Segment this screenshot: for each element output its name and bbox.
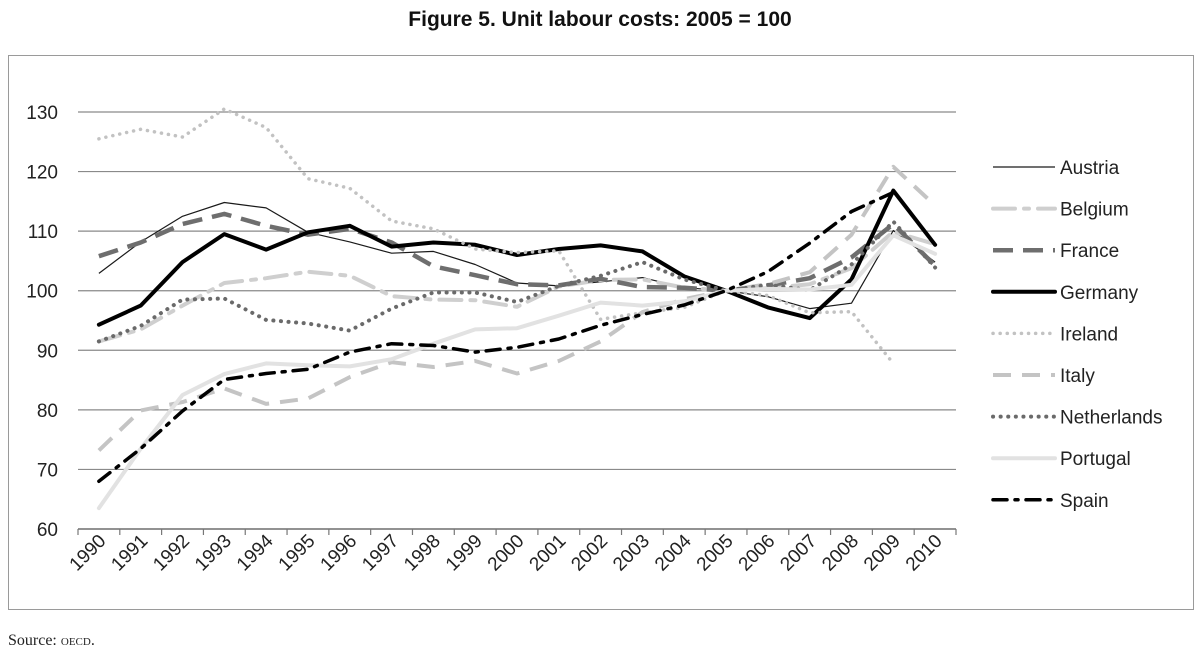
legend-label: Austria bbox=[1060, 158, 1120, 179]
x-tick-labels: 1990199119921993199419951996199719981999… bbox=[66, 530, 947, 575]
axes bbox=[77, 528, 957, 535]
source-label: Source: bbox=[8, 632, 57, 649]
gridlines bbox=[78, 111, 956, 530]
legend: Austria Belgium France Germany Ireland Italy N… bbox=[991, 158, 1162, 512]
legend-label: France bbox=[1060, 241, 1119, 262]
y-tick-label: 130 bbox=[26, 103, 58, 124]
legend-item-portugal: Portugal bbox=[991, 449, 1131, 470]
x-tick-label: 1996 bbox=[317, 531, 362, 576]
y-tick-labels: 60 70 80 90 100 110 120 130 bbox=[26, 103, 58, 541]
x-tick-label: 2004 bbox=[651, 530, 696, 575]
chart-frame bbox=[8, 55, 1194, 610]
x-tick-label: 1992 bbox=[149, 531, 194, 576]
x-tick-label: 2009 bbox=[860, 531, 905, 576]
legend-label: Netherlands bbox=[1060, 408, 1162, 429]
x-tick-label: 1991 bbox=[108, 531, 153, 576]
legend-item-austria: Austria bbox=[993, 158, 1120, 179]
series-line-france bbox=[98, 211, 937, 293]
legend-label: Italy bbox=[1060, 366, 1095, 387]
x-tick-label: 1998 bbox=[400, 531, 445, 576]
series-line-spain bbox=[97, 190, 896, 484]
legend-item-netherlands: Netherlands bbox=[991, 408, 1162, 429]
x-tick-label: 1995 bbox=[275, 531, 320, 576]
series-line-italy bbox=[97, 164, 937, 452]
x-tick-label: 2005 bbox=[693, 531, 738, 576]
x-tick-label: 2007 bbox=[776, 531, 821, 576]
source-text: oecd. bbox=[60, 632, 95, 649]
legend-label: Ireland bbox=[1060, 324, 1118, 345]
legend-item-belgium: Belgium bbox=[991, 200, 1129, 221]
x-tick-label: 2010 bbox=[902, 531, 947, 576]
series-line-netherlands bbox=[96, 219, 938, 344]
series-lines bbox=[96, 107, 938, 511]
x-tick-label: 2003 bbox=[609, 531, 654, 576]
y-tick-label: 120 bbox=[26, 163, 58, 184]
series-line-germany bbox=[96, 188, 938, 327]
legend-item-france: France bbox=[993, 241, 1119, 262]
legend-label: Belgium bbox=[1060, 200, 1129, 221]
x-tick-label: 1993 bbox=[191, 531, 236, 576]
x-tick-label: 2008 bbox=[818, 531, 863, 576]
legend-label: Spain bbox=[1060, 491, 1109, 512]
series-line-belgium bbox=[96, 229, 938, 344]
x-tick-label: 1994 bbox=[233, 530, 278, 575]
y-tick-label: 110 bbox=[28, 222, 58, 243]
y-tick-label: 60 bbox=[37, 520, 58, 541]
legend-item-germany: Germany bbox=[991, 283, 1139, 304]
legend-item-ireland: Ireland bbox=[991, 324, 1118, 345]
legend-label: Germany bbox=[1060, 283, 1139, 304]
y-tick-label: 70 bbox=[37, 460, 58, 481]
y-tick-label: 100 bbox=[26, 282, 58, 303]
x-tick-label: 2000 bbox=[484, 531, 529, 576]
y-tick-label: 80 bbox=[37, 401, 58, 422]
y-tick-label: 90 bbox=[37, 341, 58, 362]
chart-title: Figure 5. Unit labour costs: 2005 = 100 bbox=[408, 8, 792, 31]
source-note: Source: oecd. bbox=[8, 632, 95, 650]
x-tick-label: 1990 bbox=[66, 531, 111, 576]
x-tick-label: 2006 bbox=[735, 531, 780, 576]
series-line-portugal bbox=[96, 233, 938, 511]
legend-item-spain: Spain bbox=[991, 491, 1109, 512]
x-tick-label: 2002 bbox=[567, 531, 612, 576]
legend-item-italy: Italy bbox=[993, 366, 1095, 387]
x-tick-label: 1999 bbox=[442, 531, 487, 576]
x-tick-label: 2001 bbox=[526, 531, 571, 576]
legend-label: Portugal bbox=[1060, 449, 1131, 470]
x-tick-label: 1997 bbox=[358, 531, 403, 576]
series-line-ireland bbox=[97, 107, 896, 366]
